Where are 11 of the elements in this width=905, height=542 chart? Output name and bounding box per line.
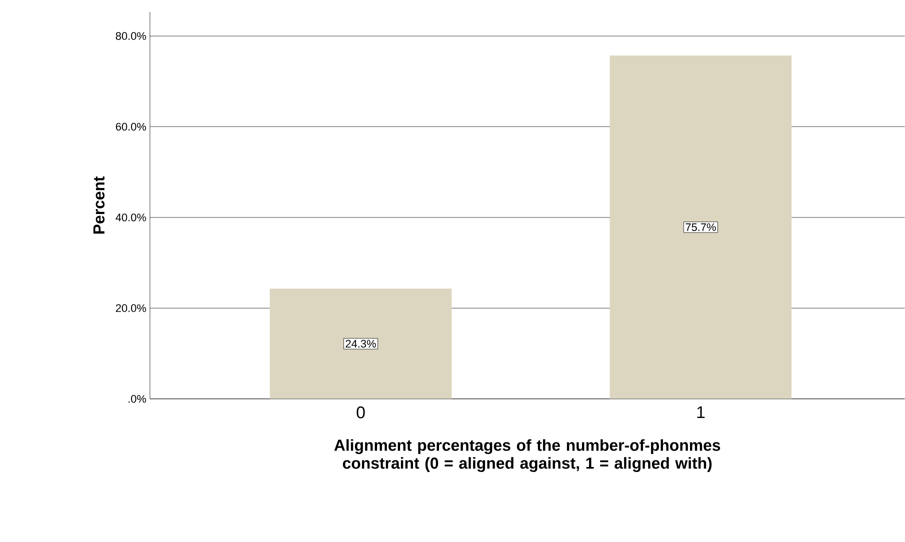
- x-tick-label: 1: [697, 406, 705, 418]
- y-tick-label: 40.0%: [116, 214, 146, 222]
- y-tick-label: 80.0%: [116, 32, 146, 40]
- y-tick-label: 20.0%: [116, 304, 146, 312]
- data-label: 24.3%: [346, 340, 376, 348]
- y-tick-label: .0%: [128, 395, 146, 403]
- y-tick-label: 60.0%: [116, 122, 146, 131]
- y-axis-title: Percent: [93, 176, 105, 234]
- x-axis-title: Alignment percentages of the number-of-phonmes constraint (0 = aligned against, 1 = aligned with): [334, 439, 720, 472]
- data-label: 75.7%: [686, 223, 716, 232]
- x-tick-label: 0: [356, 406, 365, 418]
